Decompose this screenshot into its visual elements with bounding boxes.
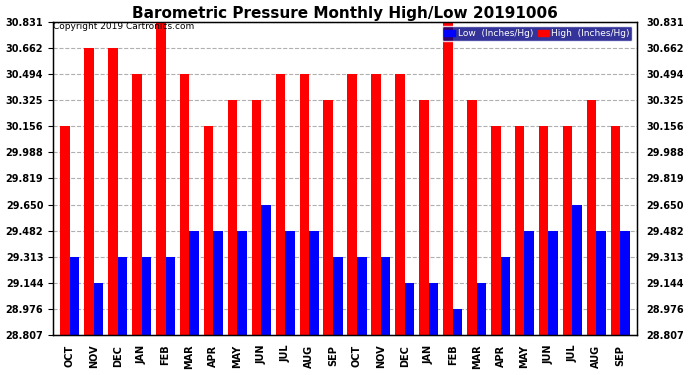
Legend: Low  (Inches/Hg), High  (Inches/Hg): Low (Inches/Hg), High (Inches/Hg)	[442, 26, 633, 40]
Bar	[596, 231, 606, 335]
Bar	[420, 100, 428, 335]
Text: Copyright 2019 Cartronics.com: Copyright 2019 Cartronics.com	[53, 22, 195, 31]
Bar	[309, 231, 319, 335]
Bar	[467, 100, 477, 335]
Bar	[60, 126, 70, 335]
Bar	[428, 283, 438, 335]
Bar	[573, 205, 582, 335]
Bar	[204, 126, 213, 335]
Bar	[190, 231, 199, 335]
Bar	[405, 283, 415, 335]
Bar	[500, 257, 510, 335]
Bar	[357, 257, 366, 335]
Bar	[141, 257, 151, 335]
Bar	[84, 48, 94, 335]
Bar	[539, 126, 549, 335]
Bar	[285, 231, 295, 335]
Bar	[180, 74, 190, 335]
Bar	[333, 257, 343, 335]
Bar	[299, 74, 309, 335]
Bar	[108, 48, 117, 335]
Bar	[395, 74, 405, 335]
Bar	[563, 126, 573, 335]
Bar	[132, 74, 141, 335]
Bar	[70, 257, 79, 335]
Bar	[117, 257, 127, 335]
Bar	[324, 100, 333, 335]
Bar	[347, 74, 357, 335]
Bar	[94, 283, 104, 335]
Bar	[620, 231, 630, 335]
Bar	[491, 126, 500, 335]
Bar	[166, 257, 175, 335]
Bar	[515, 126, 524, 335]
Bar	[237, 231, 247, 335]
Bar	[443, 22, 453, 335]
Bar	[252, 100, 262, 335]
Bar	[611, 126, 620, 335]
Bar	[228, 100, 237, 335]
Bar	[213, 231, 223, 335]
Title: Barometric Pressure Monthly High/Low 20191006: Barometric Pressure Monthly High/Low 201…	[132, 6, 558, 21]
Bar	[524, 231, 534, 335]
Bar	[586, 100, 596, 335]
Bar	[371, 74, 381, 335]
Bar	[156, 22, 166, 335]
Bar	[453, 309, 462, 335]
Bar	[275, 74, 285, 335]
Bar	[477, 283, 486, 335]
Bar	[262, 205, 270, 335]
Bar	[549, 231, 558, 335]
Bar	[381, 257, 391, 335]
